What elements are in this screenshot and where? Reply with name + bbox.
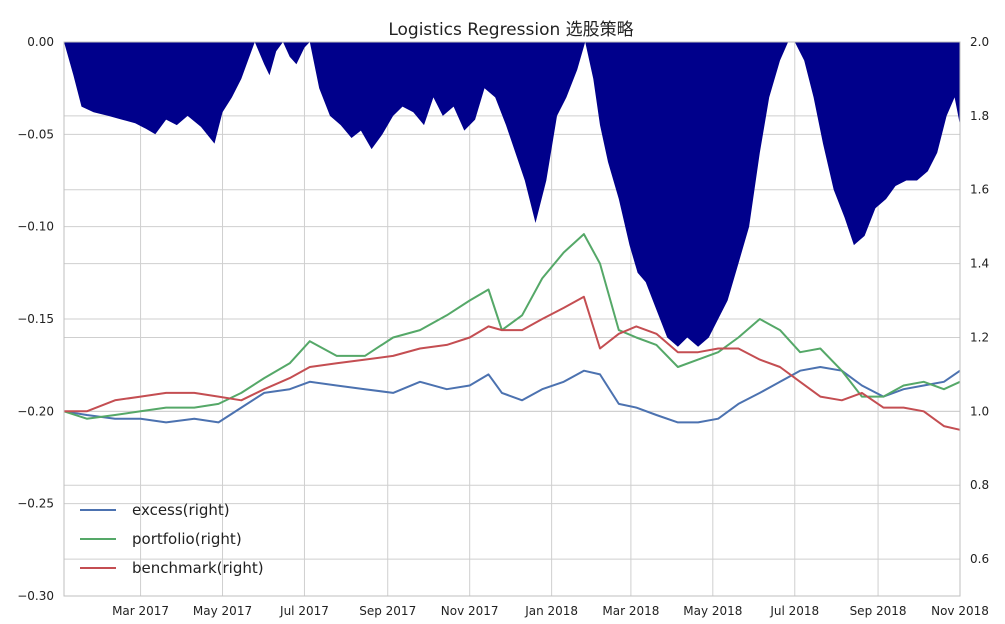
y-left-tick-label: −0.15 [17,312,54,326]
x-tick-label: Jul 2017 [279,604,329,618]
chart-title: Logistics Regression 选股策略 [388,20,633,40]
series-line-benchmarkright [64,295,961,431]
plot-frame [63,41,961,597]
drawdown-area [64,42,960,347]
x-tick-label: Sep 2018 [850,604,907,618]
y-left-tick-label: −0.20 [17,404,54,418]
x-tick-label: Mar 2017 [112,604,169,618]
y-right-tick-label: 2.0 [970,35,989,49]
y-left-tick-label: 0.00 [27,35,54,49]
legend-label: excess(right) [132,501,230,519]
x-tick-label: Nov 2017 [441,604,499,618]
x-tick-label: May 2017 [193,604,252,618]
y-right-tick-label: 1.4 [970,257,989,271]
y-right-tick-label: 1.2 [970,330,989,344]
y-right-tick-label: 1.8 [970,109,989,123]
y-right-tick-label: 1.6 [970,183,989,197]
x-tick-label: Jan 2018 [524,604,578,618]
series-layer [63,233,961,431]
x-tick-label: Sep 2017 [359,604,416,618]
y-left-tick-label: −0.10 [17,220,54,234]
x-tick-label: Nov 2018 [931,604,989,618]
y-left-tick-label: −0.25 [17,497,54,511]
y-left-tick-label: −0.30 [17,589,54,603]
x-tick-label: Mar 2018 [602,604,659,618]
x-tick-label: Jul 2018 [769,604,819,618]
series-line-portfolioright [63,233,961,420]
y-right-tick-label: 1.0 [970,404,989,418]
drawdown-layer [64,42,960,347]
ticks-layer: Mar 2017 May 2017 Jul 2017 Sep 2017 Nov 2017… [17,35,989,618]
y-right-tick-label: 0.8 [970,478,989,492]
y-left-tick-label: −0.05 [17,127,54,141]
legend: excess(right) portfolio(right) benchmark(r… [80,501,264,577]
series-line-excessright [63,366,961,424]
legend-label: portfolio(right) [132,530,242,548]
x-tick-label: May 2018 [683,604,742,618]
y-right-tick-label: 0.6 [970,552,989,566]
legend-label: benchmark(right) [132,559,264,577]
